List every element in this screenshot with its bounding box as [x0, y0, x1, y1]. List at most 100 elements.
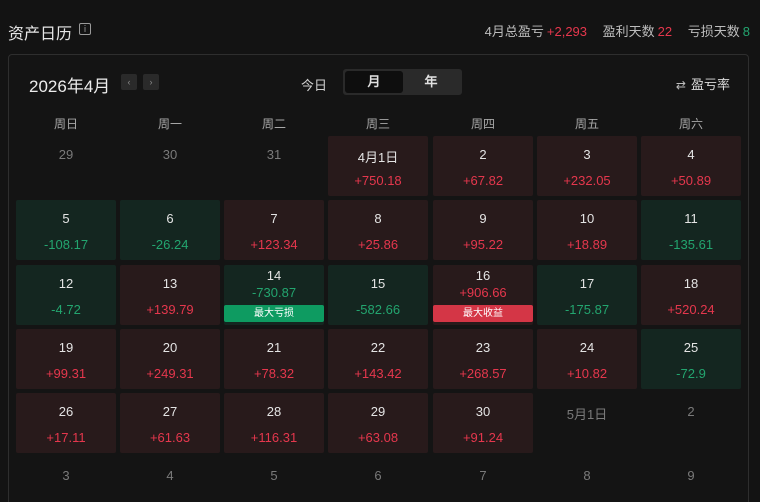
- weekday-tue: 周二: [261, 117, 286, 131]
- calendar-cell-outside-month[interactable]: 7: [433, 457, 533, 502]
- day-pnl-value: +50.89: [670, 173, 712, 188]
- weekday-mon: 周一: [157, 117, 182, 131]
- calendar-day-cell[interactable]: 11 -135.61: [641, 200, 741, 260]
- calendar-day-cell[interactable]: 10 +18.89: [537, 200, 637, 260]
- calendar-cell-outside-month[interactable]: 29: [16, 136, 116, 196]
- weekday-thu: 周四: [470, 117, 495, 131]
- day-pnl-value: +232.05: [563, 173, 611, 188]
- day-number: 22: [370, 340, 386, 355]
- view-month-tab[interactable]: 月: [345, 71, 403, 93]
- ratio-toggle-button[interactable]: ⇄ 盈亏率: [676, 74, 730, 93]
- calendar-day-cell[interactable]: 20 +249.31: [120, 329, 220, 389]
- day-number: 27: [162, 404, 178, 419]
- day-pnl-value: +139.79: [146, 302, 194, 317]
- today-button[interactable]: 今日: [301, 78, 328, 93]
- weekday-sat: 周六: [678, 117, 703, 131]
- stat-total-pnl: 4月总盈亏 +2,293: [485, 24, 587, 39]
- day-number: 4: [166, 468, 174, 483]
- day-number: 6: [374, 468, 382, 483]
- calendar-day-cell[interactable]: 2 +67.82: [433, 136, 533, 196]
- day-pnl-value: -582.66: [355, 302, 401, 317]
- calendar-day-cell[interactable]: 28 +116.31: [224, 393, 324, 453]
- next-month-button[interactable]: ›: [143, 74, 159, 90]
- day-number: 5月1日: [566, 407, 608, 422]
- calendar-cell-outside-month[interactable]: 5: [224, 457, 324, 502]
- calendar-day-cell[interactable]: 7 +123.34: [224, 200, 324, 260]
- day-number: 10: [579, 211, 595, 226]
- calendar-day-cell[interactable]: 19 +99.31: [16, 329, 116, 389]
- day-number: 6: [166, 211, 174, 226]
- calendar-day-cell[interactable]: 21 +78.32: [224, 329, 324, 389]
- day-pnl-value: -730.87: [251, 285, 297, 300]
- day-pnl-value: +25.86: [357, 237, 399, 252]
- day-pnl-value: -135.61: [668, 237, 714, 252]
- stat-total-pnl-value: +2,293: [546, 24, 588, 39]
- day-pnl-value: +123.34: [250, 237, 298, 252]
- day-number: 29: [58, 147, 74, 162]
- calendar-cell-outside-month[interactable]: 9: [641, 457, 741, 502]
- day-number: 8: [583, 468, 591, 483]
- day-pnl-value: +143.42: [354, 366, 402, 381]
- prev-month-button[interactable]: ‹: [121, 74, 137, 90]
- calendar-day-cell[interactable]: 30 +91.24: [433, 393, 533, 453]
- day-number: 8: [374, 211, 382, 226]
- calendar-day-cell[interactable]: 3 +232.05: [537, 136, 637, 196]
- day-number: 5: [270, 468, 278, 483]
- calendar-day-cell[interactable]: 15 -582.66: [328, 265, 428, 325]
- day-number: 18: [683, 276, 699, 291]
- day-number: 17: [579, 276, 595, 291]
- calendar-day-cell[interactable]: 24 +10.82: [537, 329, 637, 389]
- day-number: 3: [62, 468, 70, 483]
- calendar-day-cell[interactable]: 13 +139.79: [120, 265, 220, 325]
- calendar-day-cell[interactable]: 26 +17.11: [16, 393, 116, 453]
- day-number: 9: [687, 468, 695, 483]
- day-number: 4: [687, 147, 695, 162]
- calendar-day-cell[interactable]: 4 +50.89: [641, 136, 741, 196]
- calendar-cell-outside-month[interactable]: 3: [16, 457, 116, 502]
- stat-profit-days-label: 盈利天数: [602, 24, 655, 39]
- calendar-day-cell[interactable]: 18 +520.24: [641, 265, 741, 325]
- calendar-panel: 2026年4月 ‹ › 今日 月 年 ⇄ 盈亏率 周日 周一 周二 周三 周四 周五 周六 29…: [8, 54, 749, 502]
- calendar-day-cell[interactable]: 22 +143.42: [328, 329, 428, 389]
- calendar-day-cell[interactable]: 4月1日 +750.18: [328, 136, 428, 196]
- max-loss-badge: 最大亏损: [224, 305, 324, 322]
- calendar-day-cell[interactable]: 27 +61.63: [120, 393, 220, 453]
- calendar-day-cell[interactable]: 5 -108.17: [16, 200, 116, 260]
- day-pnl-value: +10.82: [566, 366, 608, 381]
- day-number: 15: [370, 276, 386, 291]
- calendar-cell-outside-month[interactable]: 8: [537, 457, 637, 502]
- calendar-cell-outside-month[interactable]: 5月1日: [537, 393, 637, 453]
- stat-loss-days-label: 亏损天数: [687, 24, 740, 39]
- weekday-fri: 周五: [574, 117, 599, 131]
- day-number: 4月1日: [357, 150, 399, 165]
- day-pnl-value: -4.72: [51, 302, 81, 317]
- calendar-day-cell[interactable]: 25 -72.9: [641, 329, 741, 389]
- view-toggle: 月 年: [343, 69, 462, 95]
- calendar-cell-outside-month[interactable]: 4: [120, 457, 220, 502]
- calendar-day-cell[interactable]: 8 +25.86: [328, 200, 428, 260]
- day-pnl-value: +63.08: [357, 430, 399, 445]
- calendar-day-cell[interactable]: 6 -26.24: [120, 200, 220, 260]
- info-icon[interactable]: ⅰ: [79, 23, 91, 35]
- day-number: 3: [583, 147, 591, 162]
- day-pnl-value: +906.66: [459, 285, 507, 300]
- day-pnl-value: +268.57: [459, 366, 507, 381]
- stat-loss-days-value: 8: [742, 24, 750, 39]
- calendar-cell-outside-month[interactable]: 31: [224, 136, 324, 196]
- day-pnl-value: +61.63: [149, 430, 191, 445]
- calendar-day-cell[interactable]: 9 +95.22: [433, 200, 533, 260]
- calendar-cell-outside-month[interactable]: 30: [120, 136, 220, 196]
- stat-profit-days: 盈利天数 22: [603, 24, 672, 39]
- stat-profit-days-value: 22: [657, 24, 673, 39]
- calendar-day-cell[interactable]: 17 -175.87: [537, 265, 637, 325]
- calendar-day-cell[interactable]: 23 +268.57: [433, 329, 533, 389]
- calendar-day-cell[interactable]: 29 +63.08: [328, 393, 428, 453]
- day-number: 30: [162, 147, 178, 162]
- calendar-cell-outside-month[interactable]: 6: [328, 457, 428, 502]
- day-number: 20: [162, 340, 178, 355]
- calendar-cell-outside-month[interactable]: 2: [641, 393, 741, 453]
- calendar-day-cell[interactable]: 12 -4.72: [16, 265, 116, 325]
- day-pnl-value: +249.31: [146, 366, 194, 381]
- view-year-tab[interactable]: 年: [424, 74, 438, 89]
- day-number: 14: [266, 268, 282, 283]
